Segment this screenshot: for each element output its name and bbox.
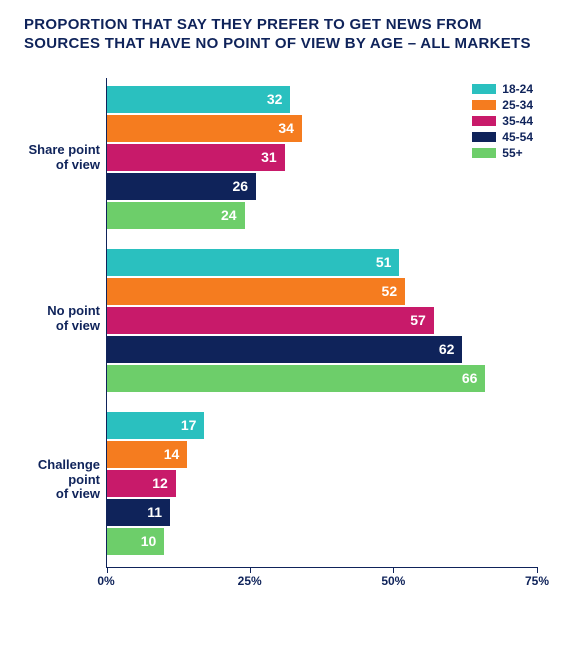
bar-value: 24 [221,207,237,223]
legend-item: 55+ [472,146,533,160]
x-tick-label: 25% [238,574,262,588]
legend-swatch [472,148,496,158]
x-tick-mark [107,567,108,573]
bar: 66 [107,365,485,392]
legend-swatch [472,100,496,110]
bar-value: 62 [439,341,455,357]
x-axis: 0%25%50%75% [106,574,537,592]
bar-value: 10 [141,533,157,549]
bar-row: 14 [107,441,537,468]
bar: 34 [107,115,302,142]
bar: 24 [107,202,245,229]
bar-group: 51 52 57 62 66 [107,241,537,404]
x-tick-label: 75% [525,574,549,588]
x-tick-mark [393,567,394,573]
bar: 14 [107,441,187,468]
bar: 31 [107,144,285,171]
legend-swatch [472,132,496,142]
bar-value: 14 [164,446,180,462]
bar-value: 17 [181,417,197,433]
x-tick-label: 50% [381,574,405,588]
y-axis-labels: Share pointof view No pointof view Challen… [24,78,106,568]
bar-row: 62 [107,336,537,363]
legend-item: 18-24 [472,82,533,96]
bar-value: 32 [267,91,283,107]
x-tick-label: 0% [97,574,114,588]
bar-row: 26 [107,173,537,200]
legend-item: 25-34 [472,98,533,112]
bar-value: 26 [232,178,248,194]
bar-value: 31 [261,149,277,165]
chart-plot: Share pointof view No pointof view Challen… [24,78,537,568]
chart: 18-24 25-34 35-44 45-54 55+ Share pointof vi… [24,78,537,592]
bar-row: 52 [107,278,537,305]
legend-swatch [472,116,496,126]
legend-label: 18-24 [502,82,533,96]
bar-row: 24 [107,202,537,229]
bar-row: 10 [107,528,537,555]
y-label-slot: Challenge pointof view [24,400,100,561]
legend-item: 35-44 [472,114,533,128]
bar-value: 57 [410,312,426,328]
bar: 51 [107,249,399,276]
category-label: Share pointof view [28,143,100,173]
legend-swatch [472,84,496,94]
y-label-slot: Share pointof view [24,78,100,239]
bar-value: 34 [278,120,294,136]
bar: 32 [107,86,290,113]
bar-value: 12 [152,475,168,491]
legend-item: 45-54 [472,130,533,144]
bar: 62 [107,336,462,363]
chart-title: PROPORTION THAT SAY THEY PREFER TO GET N… [24,16,537,54]
bar-row: 66 [107,365,537,392]
bar-row: 57 [107,307,537,334]
bar-value: 66 [462,370,478,386]
bar-row: 11 [107,499,537,526]
bar-row: 51 [107,249,537,276]
bar: 12 [107,470,176,497]
bar-value: 11 [147,504,162,520]
bar: 57 [107,307,434,334]
bar-value: 52 [382,283,398,299]
bar: 10 [107,528,164,555]
bar-row: 12 [107,470,537,497]
bar: 17 [107,412,204,439]
category-label: Challenge pointof view [24,458,100,503]
x-tick-mark [537,567,538,573]
bar: 11 [107,499,170,526]
chart-legend: 18-24 25-34 35-44 45-54 55+ [472,82,533,162]
y-label-slot: No pointof view [24,239,100,400]
legend-label: 55+ [502,146,522,160]
bar-value: 51 [376,254,392,270]
legend-label: 45-54 [502,130,533,144]
category-label: No pointof view [47,304,100,334]
bar: 52 [107,278,405,305]
legend-label: 25-34 [502,98,533,112]
x-tick-mark [250,567,251,573]
bar-group: 1714 12 11 10 [107,404,537,567]
legend-label: 35-44 [502,114,533,128]
bar: 26 [107,173,256,200]
bar-row: 17 [107,412,537,439]
